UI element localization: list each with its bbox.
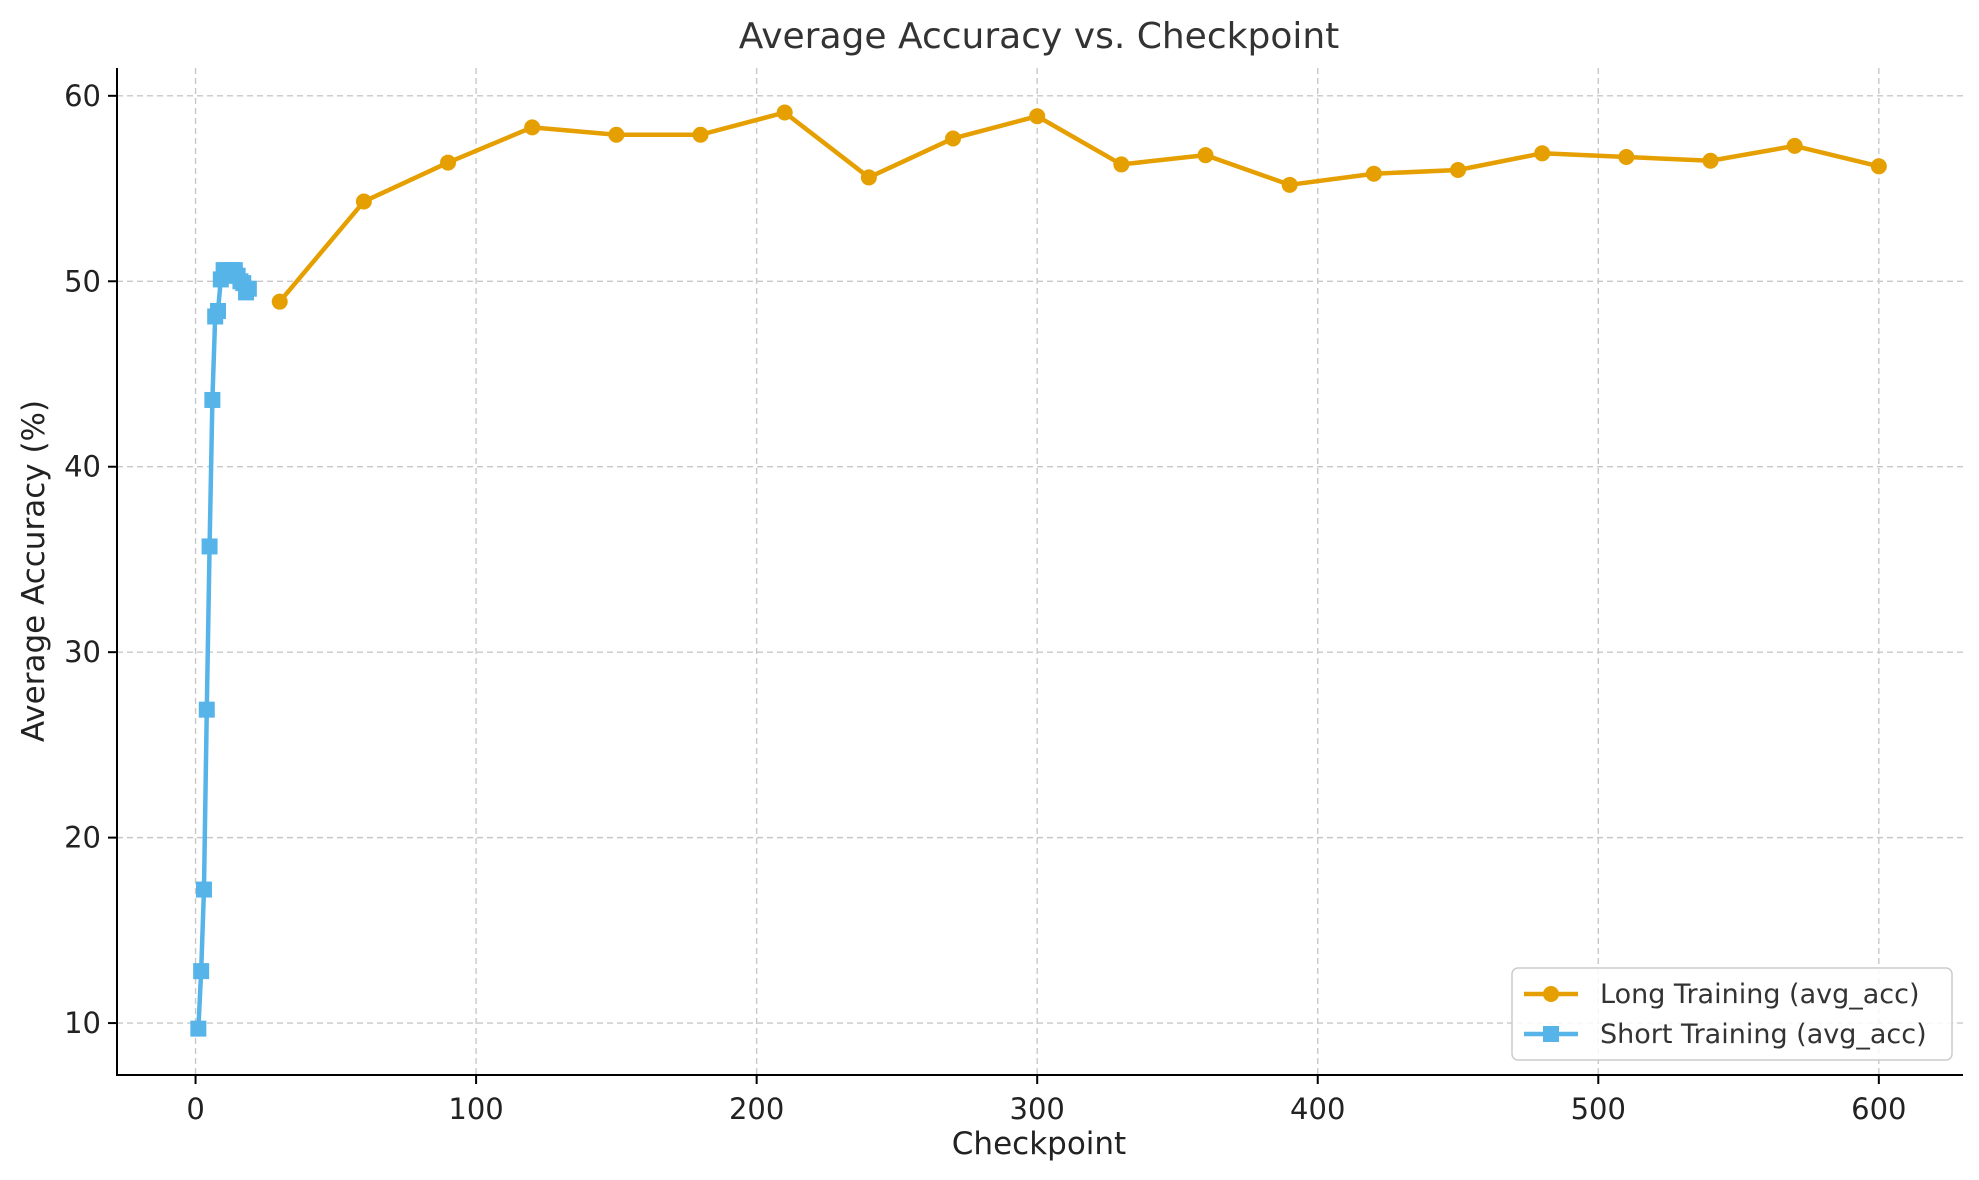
data-point — [190, 1020, 207, 1037]
legend-marker — [1543, 1026, 1559, 1042]
legend-box — [1511, 967, 1953, 1061]
series-line — [277, 110, 1882, 304]
data-point — [198, 701, 215, 718]
y-tick-label: 40 — [64, 450, 101, 484]
legend-label: Long Training (avg_acc) — [1600, 979, 1920, 1010]
y-tick-label: 50 — [64, 264, 101, 298]
axes-spines — [116, 68, 1963, 1076]
data-point — [440, 154, 457, 171]
series-layer — [190, 104, 1887, 1037]
data-point — [209, 302, 226, 319]
data-point — [945, 130, 962, 147]
legend-items: Long Training (avg_acc) Short Training (a… — [1524, 979, 1927, 1050]
data-point — [1281, 176, 1298, 193]
series-short-training — [190, 262, 257, 1037]
data-point — [1365, 165, 1382, 182]
data-point — [1618, 149, 1635, 166]
y-axis-label: Average Accuracy (%) — [16, 400, 52, 742]
y-tick-label: 30 — [64, 635, 101, 669]
data-point — [776, 104, 793, 121]
legend-label: Short Training (avg_acc) — [1600, 1019, 1927, 1050]
data-point — [195, 881, 212, 898]
data-point — [201, 538, 218, 555]
data-point — [1786, 137, 1803, 154]
data-point — [608, 126, 625, 143]
x-tick-label: 200 — [729, 1092, 784, 1126]
x-tick-label: 600 — [1851, 1092, 1906, 1126]
data-point — [1870, 158, 1887, 175]
x-axis-label: Checkpoint — [952, 1126, 1126, 1162]
data-point — [1113, 156, 1130, 173]
data-point — [692, 126, 709, 143]
chart-title: Average Accuracy vs. Checkpoint — [739, 16, 1340, 57]
x-tick-label: 500 — [1571, 1092, 1626, 1126]
x-tick-label: 100 — [448, 1092, 503, 1126]
legend: Long Training (avg_acc) Short Training (a… — [1511, 967, 1953, 1061]
x-tick-label: 0 — [186, 1092, 204, 1126]
data-point — [204, 391, 221, 408]
series-long-training — [271, 104, 1887, 310]
series-line — [196, 267, 252, 1031]
y-tick-label: 10 — [64, 1006, 101, 1040]
legend-marker — [1543, 986, 1559, 1002]
y-tick-label: 60 — [64, 79, 101, 113]
x-axis: 0 100 200 300 400 500 600 — [186, 1075, 1907, 1126]
data-point — [1450, 161, 1467, 178]
data-point — [1534, 145, 1551, 162]
data-point — [240, 280, 257, 297]
data-point — [524, 119, 541, 136]
data-point — [355, 193, 372, 210]
grid — [117, 68, 1963, 1075]
x-tick-label: 300 — [1010, 1092, 1065, 1126]
data-point — [1197, 147, 1214, 164]
y-axis: 10 20 30 40 50 60 — [64, 79, 117, 1040]
y-tick-label: 20 — [64, 821, 101, 855]
data-point — [193, 963, 210, 980]
data-point — [1029, 108, 1046, 125]
data-point — [271, 293, 288, 310]
data-point — [1702, 152, 1719, 169]
x-tick-label: 400 — [1290, 1092, 1345, 1126]
data-point — [860, 169, 877, 186]
